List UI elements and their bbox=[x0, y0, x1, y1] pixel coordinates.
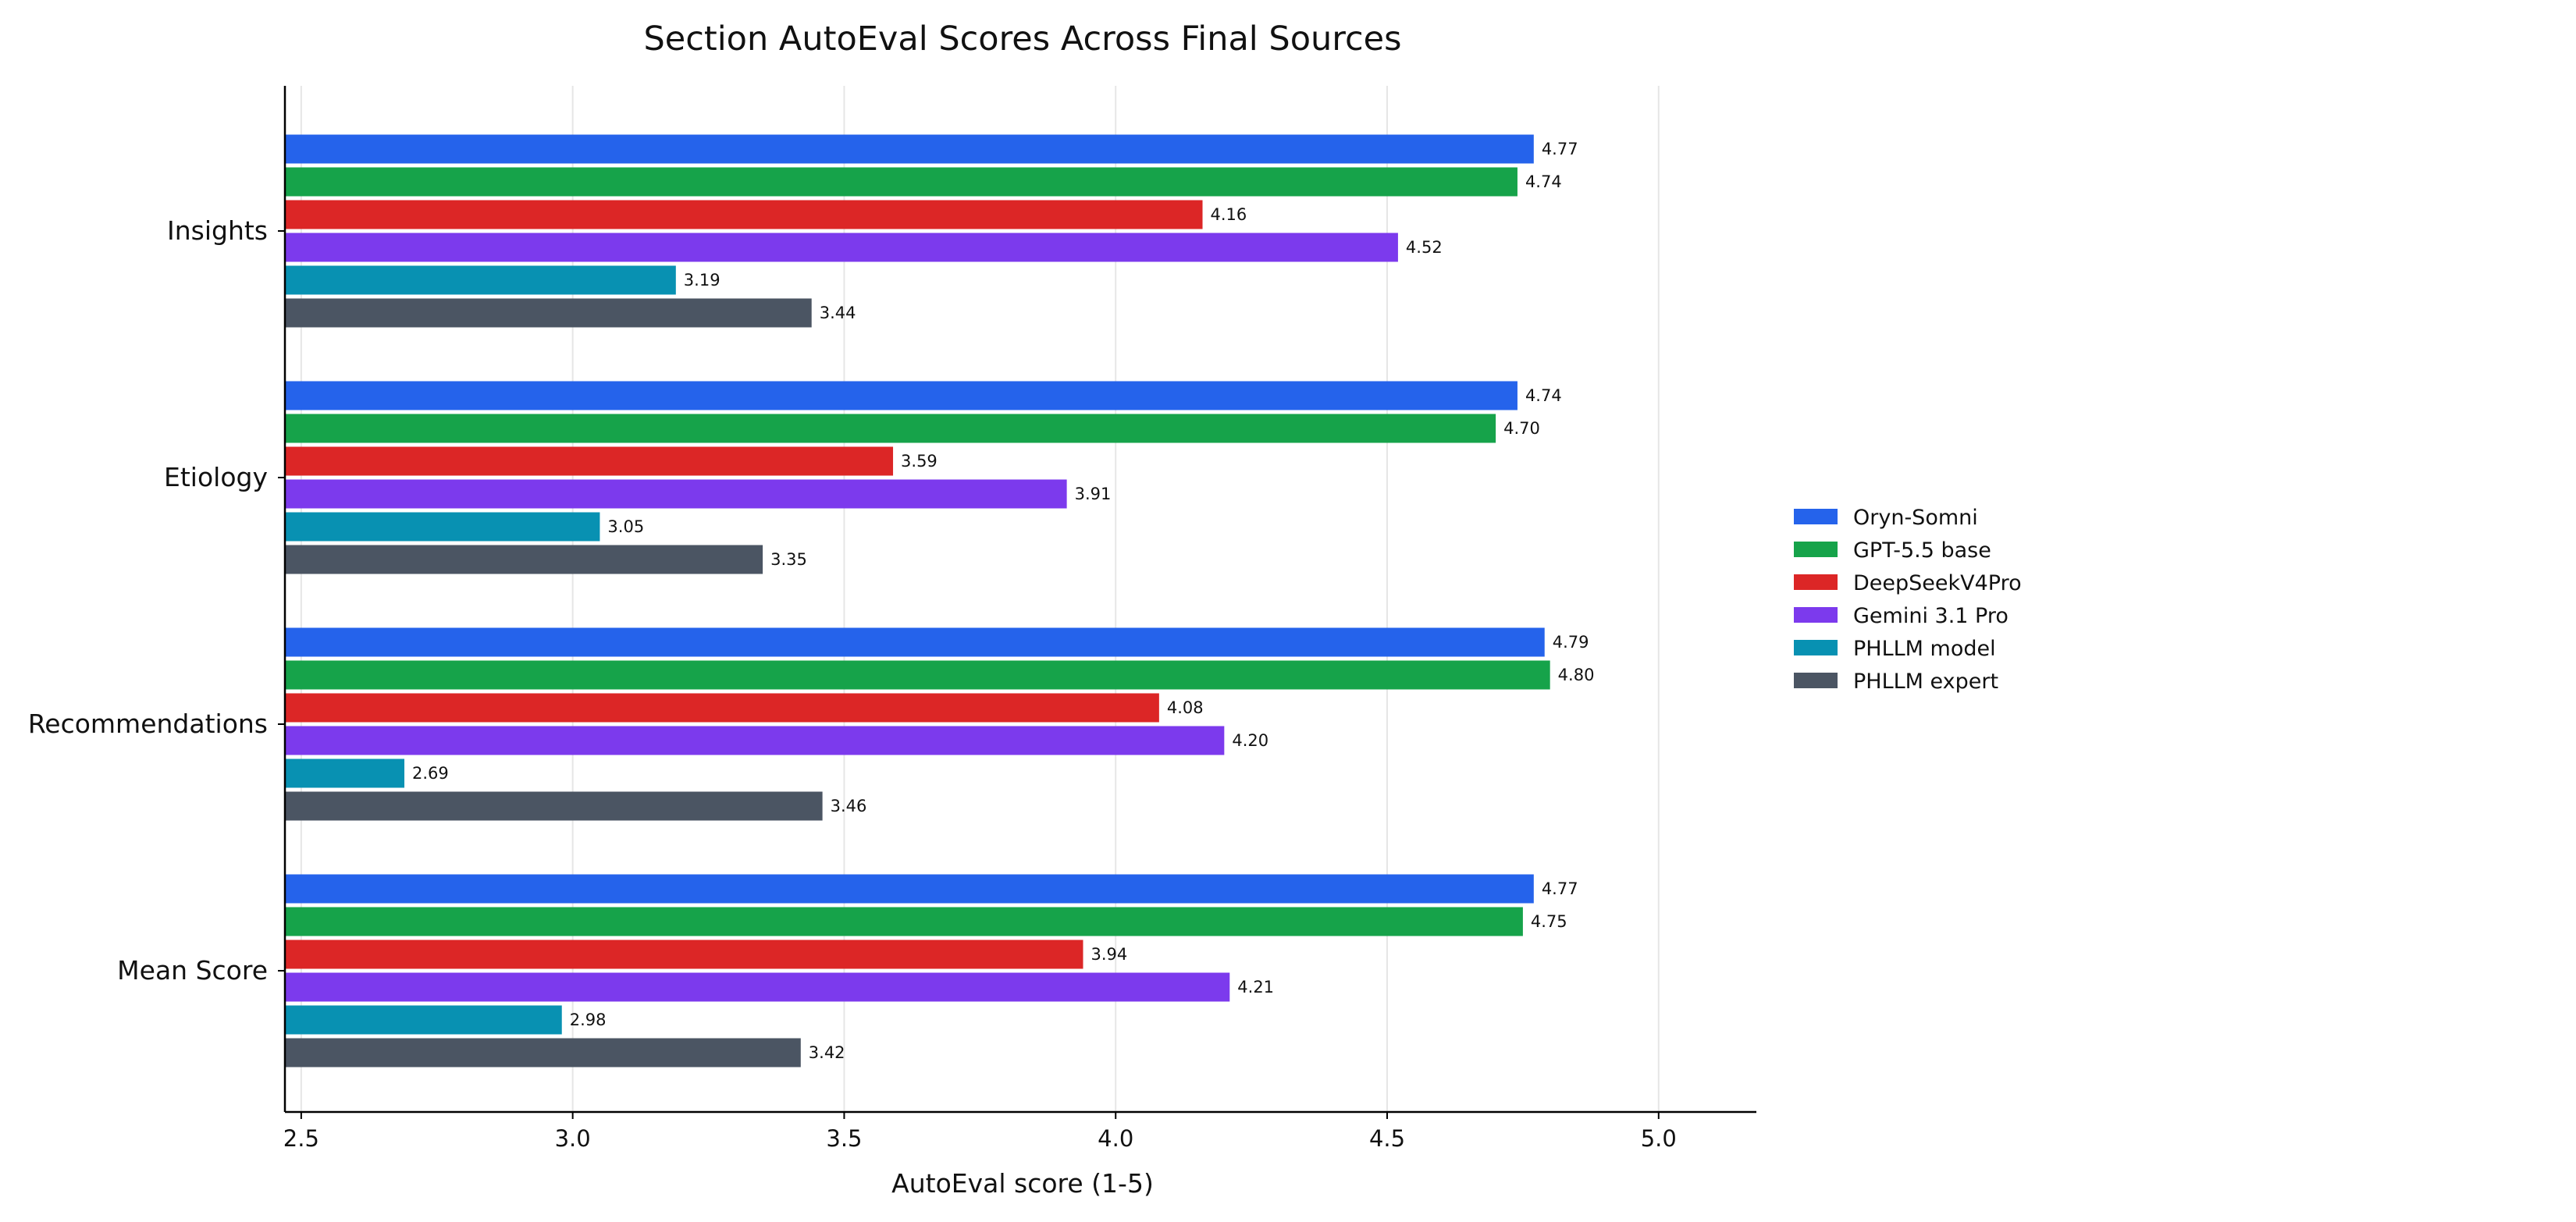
bars-layer: 4.77 4.74 4.16 4.52 3.19 3.44 4.74 4.70 3.59 3.91… bbox=[285, 134, 1595, 1067]
bar-value-label: 4.77 bbox=[1542, 879, 1578, 898]
bar-insights-phllm-expert bbox=[285, 298, 812, 328]
bar-etiology-phllm-model bbox=[285, 512, 600, 542]
bar-value-label: 4.75 bbox=[1531, 912, 1567, 931]
legend-swatch bbox=[1794, 509, 1838, 524]
bar-value-label: 2.98 bbox=[570, 1011, 607, 1029]
bar-recommendations-gpt-5-5-base bbox=[285, 660, 1550, 690]
bar-value-label: 3.46 bbox=[831, 797, 867, 815]
bar-etiology-deepseekv4pro bbox=[285, 446, 894, 476]
bar-etiology-phllm-expert bbox=[285, 545, 763, 574]
legend-item-deepseekv4pro: DeepSeekV4Pro bbox=[1794, 571, 2022, 595]
bar-recommendations-phllm-expert bbox=[285, 791, 823, 821]
legend-swatch bbox=[1794, 673, 1838, 688]
bar-mean-score-gemini-3-1-pro bbox=[285, 972, 1230, 1002]
bar-insights-oryn-somni bbox=[285, 134, 1534, 164]
bar-recommendations-phllm-model bbox=[285, 758, 405, 788]
y-tick-label-insights: Insights bbox=[167, 215, 268, 246]
legend-label: PHLLM expert bbox=[1853, 670, 1998, 694]
bar-value-label: 4.08 bbox=[1167, 698, 1204, 717]
bar-value-label: 3.94 bbox=[1091, 945, 1127, 964]
bar-value-label: 4.80 bbox=[1558, 666, 1595, 684]
bar-insights-phllm-model bbox=[285, 265, 676, 295]
legend-label: PHLLM model bbox=[1853, 637, 1996, 661]
legend-item-gemini-3-1-pro: Gemini 3.1 Pro bbox=[1794, 604, 2008, 628]
legend-swatch bbox=[1794, 542, 1838, 557]
bar-value-label: 3.59 bbox=[901, 452, 938, 471]
bar-value-label: 3.19 bbox=[684, 271, 720, 290]
bar-value-label: 3.42 bbox=[809, 1043, 845, 1062]
x-tick-label: 3.0 bbox=[555, 1125, 591, 1152]
bar-value-label: 4.74 bbox=[1525, 386, 1562, 405]
legend-label: DeepSeekV4Pro bbox=[1853, 571, 2022, 595]
x-axis-label: AutoEval score (1-5) bbox=[891, 1168, 1154, 1199]
chart-title: Section AutoEval Scores Across Final Sou… bbox=[643, 20, 1401, 59]
bar-etiology-gemini-3-1-pro bbox=[285, 479, 1067, 509]
bar-mean-score-gpt-5-5-base bbox=[285, 907, 1523, 936]
bar-insights-deepseekv4pro bbox=[285, 200, 1203, 229]
bar-value-label: 4.21 bbox=[1237, 978, 1274, 996]
legend-label: GPT-5.5 base bbox=[1853, 538, 1991, 563]
bar-etiology-gpt-5-5-base bbox=[285, 414, 1496, 443]
bar-value-label: 4.77 bbox=[1542, 140, 1578, 158]
legend-item-phllm-expert: PHLLM expert bbox=[1794, 670, 1998, 694]
bar-value-label: 4.20 bbox=[1232, 731, 1268, 750]
bar-value-label: 4.70 bbox=[1503, 419, 1540, 438]
legend-item-oryn-somni: Oryn-Somni bbox=[1794, 506, 1978, 530]
bar-recommendations-oryn-somni bbox=[285, 627, 1545, 657]
legend-swatch bbox=[1794, 640, 1838, 655]
bar-value-label: 4.79 bbox=[1553, 633, 1589, 652]
bar-value-label: 4.74 bbox=[1525, 172, 1562, 191]
x-tick-label: 5.0 bbox=[1641, 1125, 1677, 1152]
x-tick-label: 4.5 bbox=[1369, 1125, 1405, 1152]
x-tick-label: 4.0 bbox=[1098, 1125, 1133, 1152]
bar-value-label: 4.16 bbox=[1211, 205, 1247, 224]
bar-insights-gpt-5-5-base bbox=[285, 167, 1517, 197]
y-tick-label-mean-score: Mean Score bbox=[117, 955, 268, 986]
legend-swatch bbox=[1794, 574, 1838, 590]
legend-item-phllm-model: PHLLM model bbox=[1794, 637, 1996, 661]
bar-mean-score-phllm-expert bbox=[285, 1038, 801, 1067]
bar-recommendations-deepseekv4pro bbox=[285, 693, 1159, 723]
legend-label: Oryn-Somni bbox=[1853, 506, 1978, 530]
bar-mean-score-phllm-model bbox=[285, 1005, 562, 1035]
legend-label: Gemini 3.1 Pro bbox=[1853, 604, 2008, 628]
axes-layer: 2.5 3.0 3.5 4.0 4.5 5.0 Insights Etiology Recomm… bbox=[28, 86, 1756, 1152]
x-tick-label: 3.5 bbox=[826, 1125, 862, 1152]
bar-insights-gemini-3-1-pro bbox=[285, 233, 1398, 262]
legend-swatch bbox=[1794, 607, 1838, 623]
bar-value-label: 4.52 bbox=[1406, 238, 1443, 257]
bar-value-label: 3.91 bbox=[1075, 485, 1112, 503]
bar-mean-score-oryn-somni bbox=[285, 874, 1534, 904]
bar-value-label: 2.69 bbox=[412, 764, 449, 783]
bar-value-label: 3.35 bbox=[770, 550, 807, 569]
y-tick-label-recommendations: Recommendations bbox=[28, 709, 268, 739]
bar-etiology-oryn-somni bbox=[285, 381, 1517, 410]
x-tick-label: 2.5 bbox=[283, 1125, 319, 1152]
y-tick-label-etiology: Etiology bbox=[164, 462, 268, 492]
bar-value-label: 3.44 bbox=[820, 304, 856, 322]
legend-item-gpt-5-5-base: GPT-5.5 base bbox=[1794, 538, 1991, 563]
bar-mean-score-deepseekv4pro bbox=[285, 940, 1083, 969]
legend: Oryn-Somni GPT-5.5 base DeepSeekV4Pro Gemin… bbox=[1794, 506, 2022, 694]
bar-recommendations-gemini-3-1-pro bbox=[285, 726, 1225, 755]
bar-value-label: 3.05 bbox=[607, 517, 644, 536]
